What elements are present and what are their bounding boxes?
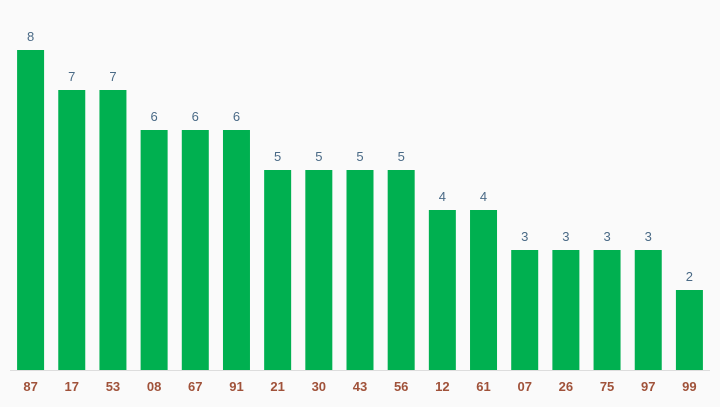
category-label-97: 97 <box>641 379 655 394</box>
value-label-75: 3 <box>603 229 610 244</box>
bar-17 <box>58 90 86 370</box>
bar-21 <box>264 170 292 370</box>
value-label-67: 6 <box>192 109 199 124</box>
value-label-21: 5 <box>274 149 281 164</box>
bar-53 <box>99 90 127 370</box>
bar-30 <box>305 170 333 370</box>
bar-67 <box>181 130 209 370</box>
value-label-61: 4 <box>480 189 487 204</box>
category-label-07: 07 <box>517 379 531 394</box>
bar-07 <box>511 250 539 370</box>
category-label-08: 08 <box>147 379 161 394</box>
bar-43 <box>346 170 374 370</box>
category-label-30: 30 <box>312 379 326 394</box>
bar-56 <box>387 170 415 370</box>
category-label-21: 21 <box>270 379 284 394</box>
value-label-97: 3 <box>645 229 652 244</box>
value-label-43: 5 <box>356 149 363 164</box>
value-label-87: 8 <box>27 29 34 44</box>
category-label-91: 91 <box>229 379 243 394</box>
value-label-30: 5 <box>315 149 322 164</box>
value-label-99: 2 <box>686 269 693 284</box>
bar-61 <box>470 210 498 370</box>
bar-97 <box>634 250 662 370</box>
value-label-08: 6 <box>151 109 158 124</box>
category-label-12: 12 <box>435 379 449 394</box>
value-label-56: 5 <box>398 149 405 164</box>
bar-12 <box>428 210 456 370</box>
bar-26 <box>552 250 580 370</box>
value-label-53: 7 <box>109 69 116 84</box>
category-label-53: 53 <box>106 379 120 394</box>
category-label-87: 87 <box>23 379 37 394</box>
value-label-17: 7 <box>68 69 75 84</box>
value-label-26: 3 <box>562 229 569 244</box>
bars-group <box>17 50 703 370</box>
category-label-43: 43 <box>353 379 367 394</box>
bar-91 <box>222 130 250 370</box>
category-labels-group: 87 17 53 08 67 91 21 30 43 56 12 61 07 26 75 97 99 <box>23 379 696 394</box>
value-label-12: 4 <box>439 189 446 204</box>
category-label-56: 56 <box>394 379 408 394</box>
category-label-26: 26 <box>559 379 573 394</box>
bar-87 <box>17 50 45 370</box>
category-label-17: 17 <box>65 379 79 394</box>
category-label-61: 61 <box>476 379 490 394</box>
category-label-75: 75 <box>600 379 614 394</box>
bar-99 <box>675 290 703 370</box>
value-label-07: 3 <box>521 229 528 244</box>
value-labels-group: 8 7 7 6 6 6 5 5 5 5 4 4 3 3 3 3 2 <box>27 29 693 284</box>
category-label-99: 99 <box>682 379 696 394</box>
bar-08 <box>140 130 168 370</box>
category-label-67: 67 <box>188 379 202 394</box>
value-label-91: 6 <box>233 109 240 124</box>
bar-75 <box>593 250 621 370</box>
